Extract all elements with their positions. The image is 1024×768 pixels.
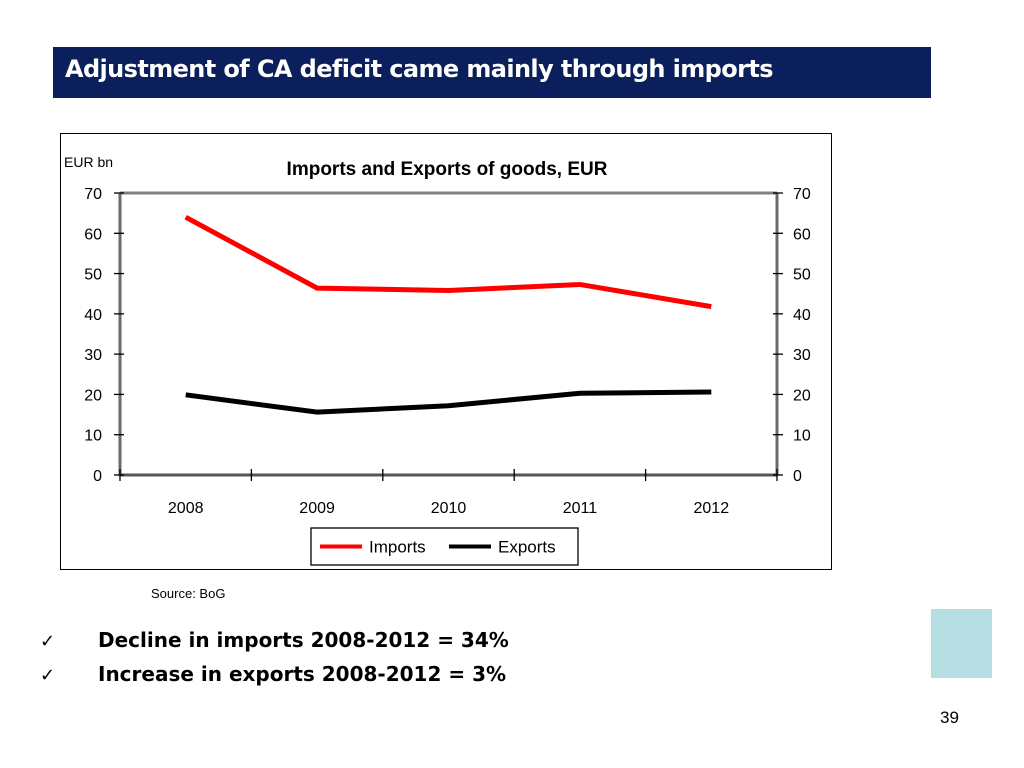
line-chart: EUR bn Imports and Exports of goods, EUR… (64, 154, 811, 566)
checkmark-icon: ✓ (40, 665, 56, 686)
slide-title: Adjustment of CA deficit came mainly thr… (65, 55, 774, 83)
source-note: Source: BoG (151, 586, 226, 601)
page-number: 39 (940, 708, 959, 727)
legend-label-exports: Exports (498, 538, 556, 557)
bullet-item: ✓ Decline in imports 2008-2012 = 34% (40, 628, 509, 652)
x-tick-label: 2010 (431, 500, 467, 517)
right-y-tick-label: 70 (793, 186, 811, 203)
right-y-tick-label: 30 (793, 347, 811, 364)
axes (114, 191, 783, 481)
right-y-tick-label: 10 (793, 428, 811, 445)
left-y-tick-label: 10 (84, 428, 102, 445)
right-y-tick-label: 0 (793, 468, 802, 485)
left-y-tick-label: 40 (84, 307, 102, 324)
chart-frame: EUR bn Imports and Exports of goods, EUR… (60, 133, 832, 570)
bullet-item: ✓ Increase in exports 2008-2012 = 3% (40, 662, 506, 686)
left-y-tick-label: 60 (84, 226, 102, 243)
x-tick-label: 2008 (168, 500, 204, 517)
chart-title: Imports and Exports of goods, EUR (287, 159, 608, 180)
decorative-square (931, 609, 992, 678)
left-y-tick-label: 70 (84, 186, 102, 203)
bullet-text: Increase in exports 2008-2012 = 3% (98, 662, 507, 686)
x-tick-label: 2011 (563, 500, 598, 517)
tick-labels: 0 10 20 30 40 50 60 70 0 10 20 30 40 50 60 70 2008 2009 20… (84, 186, 811, 517)
left-y-tick-label: 20 (84, 387, 102, 404)
series-line-exports (185, 389, 712, 415)
series-line-imports (184, 214, 712, 310)
left-y-tick-label: 30 (84, 347, 102, 364)
x-tick-label: 2009 (299, 500, 335, 517)
legend: Imports Exports (310, 527, 579, 566)
checkmark-icon: ✓ (40, 631, 56, 652)
x-tick-label: 2012 (694, 500, 730, 517)
right-y-tick-label: 40 (793, 307, 811, 324)
left-y-tick-label: 50 (84, 267, 102, 284)
y-axis-label: EUR bn (64, 154, 113, 170)
legend-label-imports: Imports (369, 538, 426, 557)
left-y-tick-label: 0 (93, 468, 102, 485)
bullet-text: Decline in imports 2008-2012 = 34% (98, 628, 509, 652)
right-y-tick-label: 20 (793, 387, 811, 404)
title-banner: Adjustment of CA deficit came mainly thr… (53, 47, 931, 98)
right-y-tick-label: 60 (793, 226, 811, 243)
right-y-tick-label: 50 (793, 267, 811, 284)
series-lines (184, 214, 712, 415)
